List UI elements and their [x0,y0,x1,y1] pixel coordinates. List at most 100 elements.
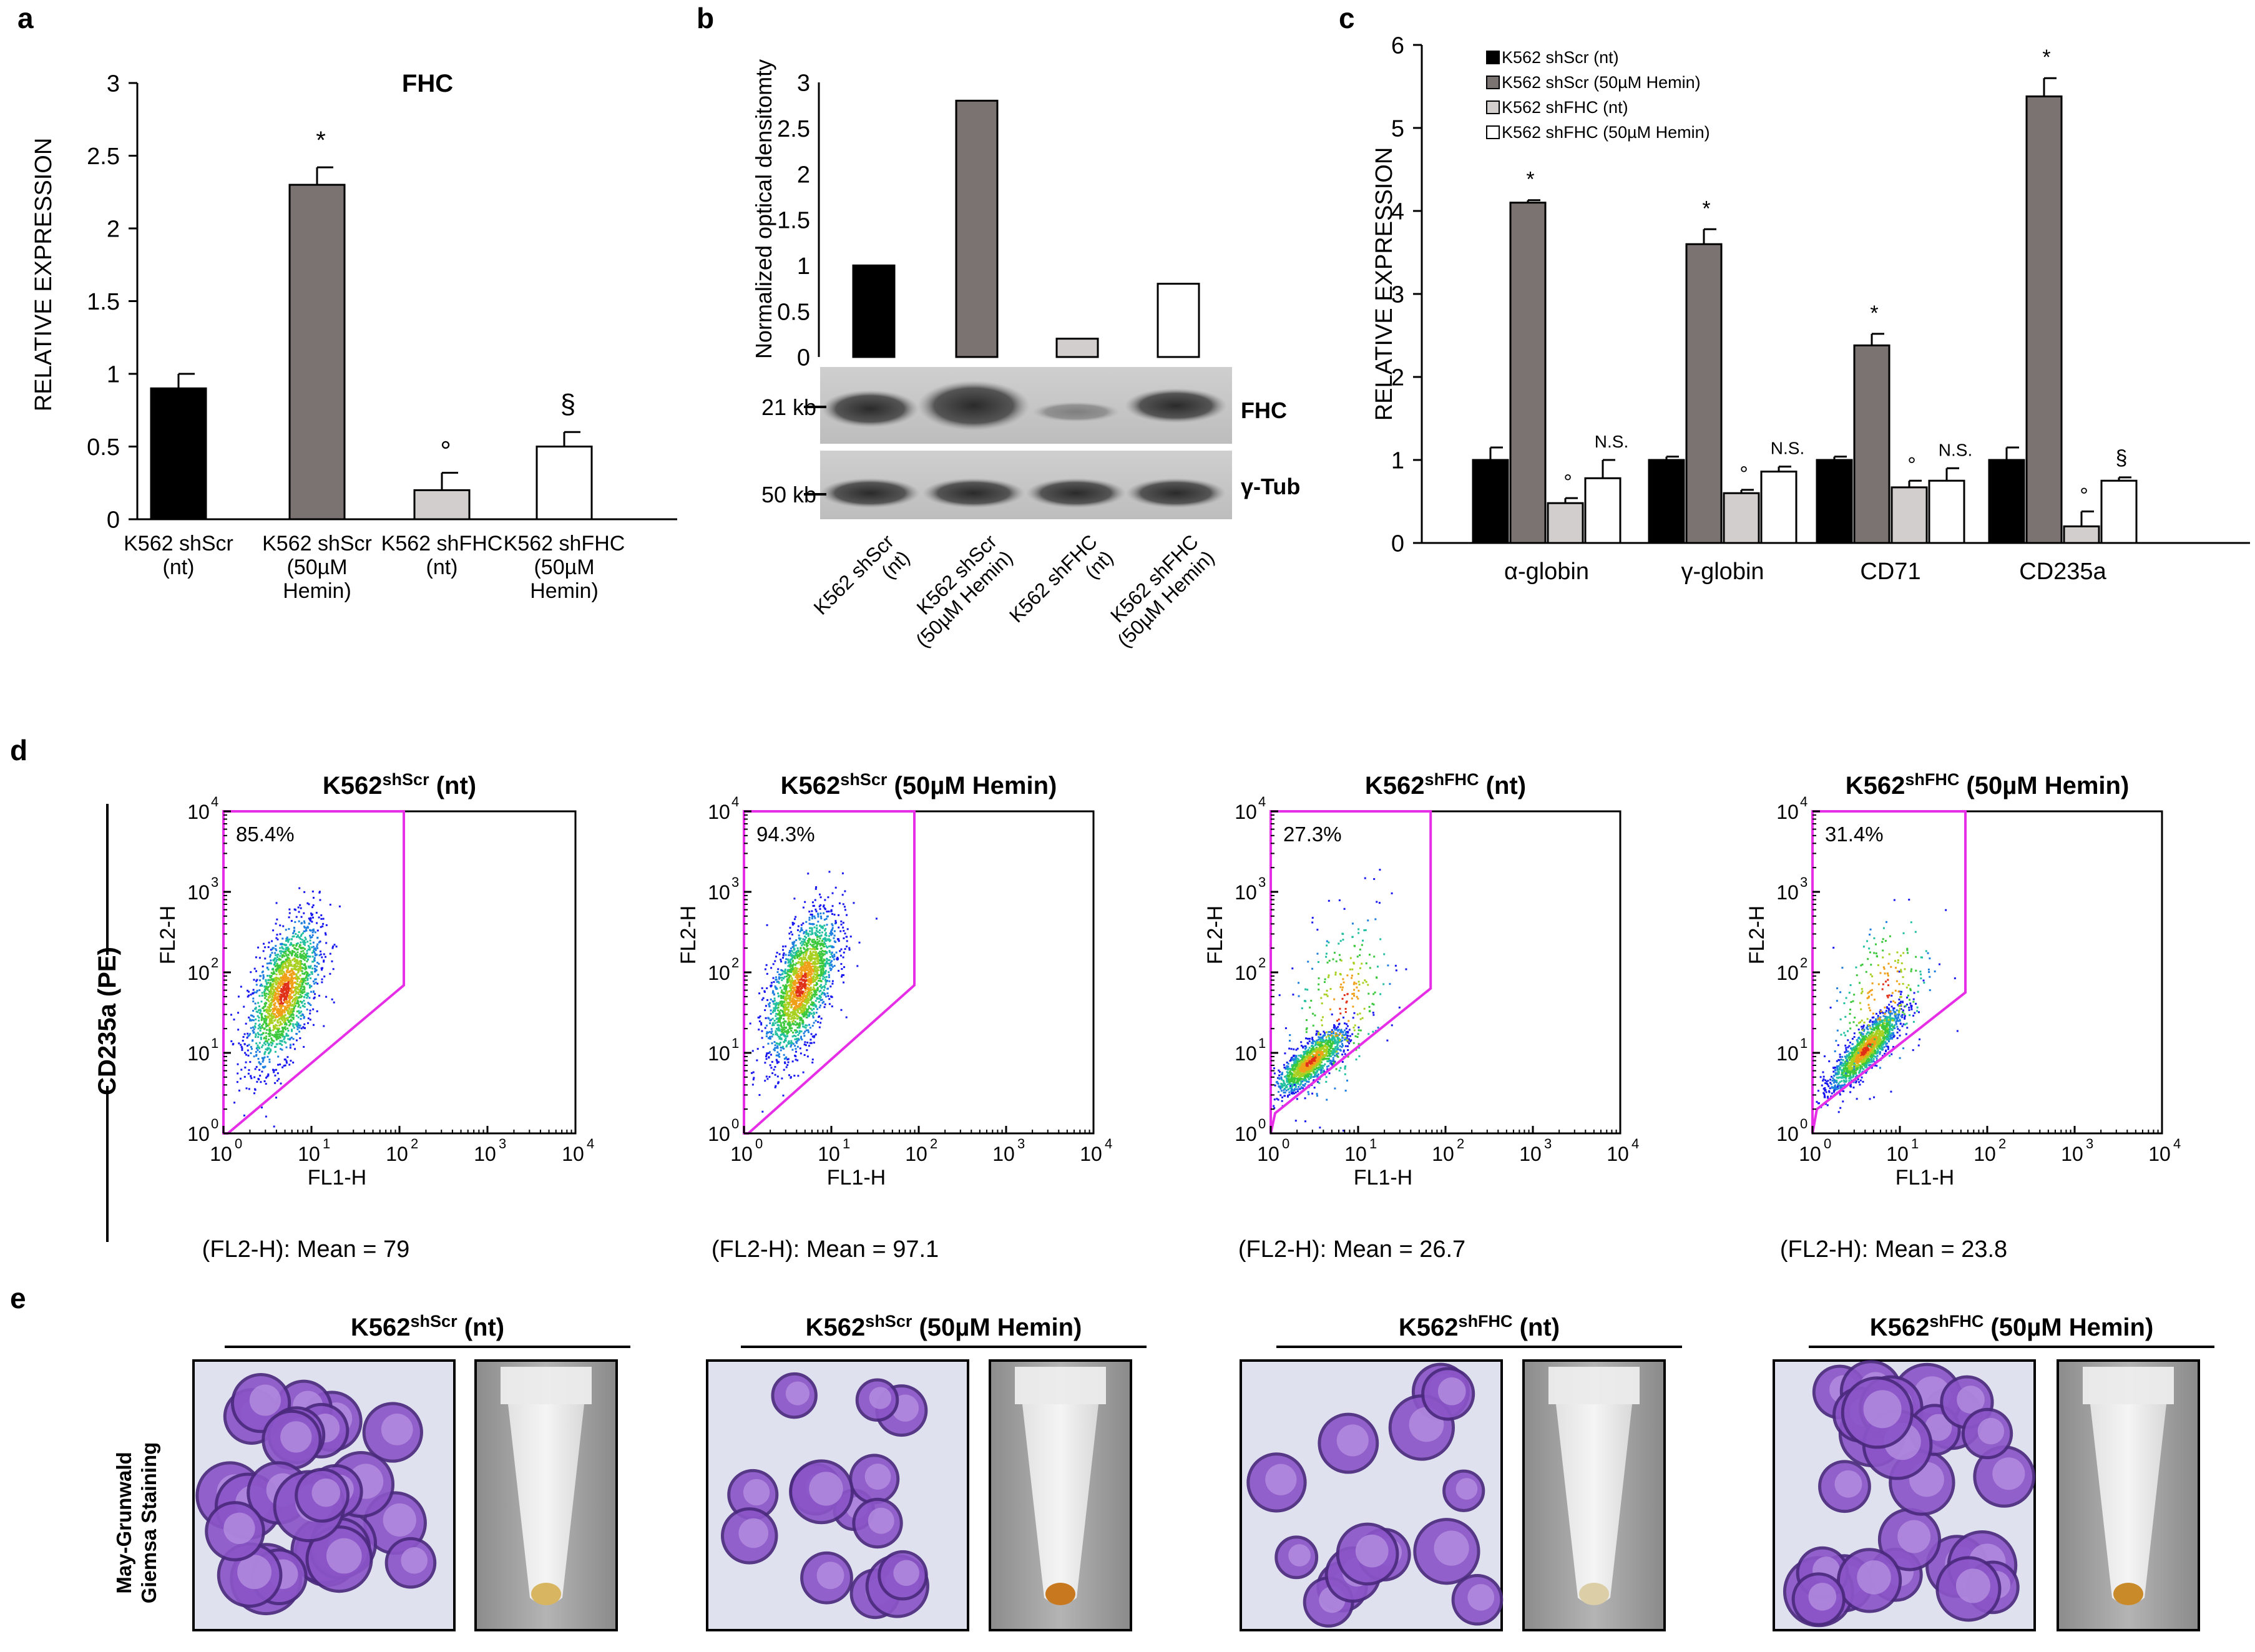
scatter-point [803,1035,806,1037]
scatter-point [791,979,793,982]
scatter-point [798,934,800,937]
scatter-point [295,916,298,918]
scatter-point [812,970,814,973]
scatter-point [250,971,252,974]
scatter-point [278,1030,281,1033]
scatter-point [812,978,814,980]
plot-frame [222,810,577,1135]
scatter-point [262,1044,264,1047]
scatter-point [307,975,310,977]
scatter-point [821,940,823,942]
scatter-point [270,962,272,965]
scatter-point [771,1030,773,1033]
scatter-point [789,1014,791,1016]
scatter-point [807,987,810,990]
scatter-point [1286,1086,1288,1088]
scatter-point [820,984,823,986]
scatter-point [807,957,810,959]
scatter-point [1280,1076,1283,1078]
scatter-point [257,1027,260,1030]
scatter-point [258,1016,260,1019]
scatter-point [1329,1062,1331,1065]
scatter-point [808,964,811,967]
scatter-point [272,1000,275,1002]
scatter-point [295,936,298,938]
scatter-point [293,1006,296,1009]
scatter-point [795,1041,798,1043]
scatter-point [802,984,805,986]
scatter-point [818,1015,820,1018]
scatter-point [831,923,833,926]
y-tick-label: 10 [708,962,730,984]
scatter-point [1313,1053,1315,1056]
scatter-point [803,998,806,1000]
scatter-point [784,1008,786,1010]
scatter-point [838,902,841,904]
scatter-point [795,939,798,941]
scatter-point [765,1058,768,1060]
scatter-point [804,939,806,941]
scatter-point [1299,1054,1302,1057]
scatter-point [255,1010,258,1013]
scatter-point [782,1000,785,1003]
scatter-point [800,1011,803,1014]
scatter-point [815,979,818,981]
scatter-point [1346,1045,1349,1047]
scatter-point [793,982,796,984]
scatter-point [252,1019,255,1022]
scatter-point [265,1009,268,1012]
scatter-point [790,984,792,987]
scatter-point [1303,1076,1306,1078]
scatter-point [294,909,296,911]
scatter-point [280,1042,282,1045]
scatter-point [807,942,810,944]
scatter-point [1304,1060,1307,1062]
scatter-point [285,959,288,962]
scatter-point [268,962,270,965]
scatter-point [264,1043,267,1046]
legend-swatch [1486,76,1500,89]
scatter-point [1337,1025,1339,1028]
scatter-point [268,1029,270,1031]
scatter-point [810,987,812,990]
scatter-point [808,977,811,980]
scatter-point [826,911,828,913]
scatter-point [766,1052,768,1055]
scatter-point [824,933,826,936]
scatter-point [285,996,287,999]
scatter-point [272,989,275,991]
scatter-point [299,985,301,987]
scatter-point [285,940,288,942]
scatter-point [311,934,314,937]
scatter-point [270,979,273,981]
scatter-point [311,956,314,958]
scatter-points [230,887,341,1128]
scatter-point [787,1029,790,1031]
x-tick-label: 10 [818,1143,840,1165]
scatter-point [263,942,265,945]
scatter-point [824,908,827,911]
scatter-point [790,1029,793,1032]
scatter-point [777,1081,780,1083]
scatter-point [801,959,803,961]
scatter-point [781,969,784,972]
scatter-point [1313,1079,1315,1082]
scatter-point [287,967,290,970]
scatter-point [783,952,785,955]
scatter-point [823,907,826,909]
scatter-point [1332,1053,1334,1055]
x-tick-exponent: 1 [323,1136,330,1151]
scatter-point [300,941,302,944]
y-tick-label: 10 [708,801,730,823]
scatter-point [810,1033,813,1035]
scatter-point [270,991,272,994]
scatter-point [803,947,805,949]
scatter-point [273,1069,275,1072]
scatter-point [293,944,295,946]
scatter-point [320,914,323,917]
scatter-point [812,993,814,995]
scatter-point [783,975,786,978]
scatter-point [320,951,322,953]
scatter-point [260,1027,262,1030]
scatter-point [821,966,824,969]
